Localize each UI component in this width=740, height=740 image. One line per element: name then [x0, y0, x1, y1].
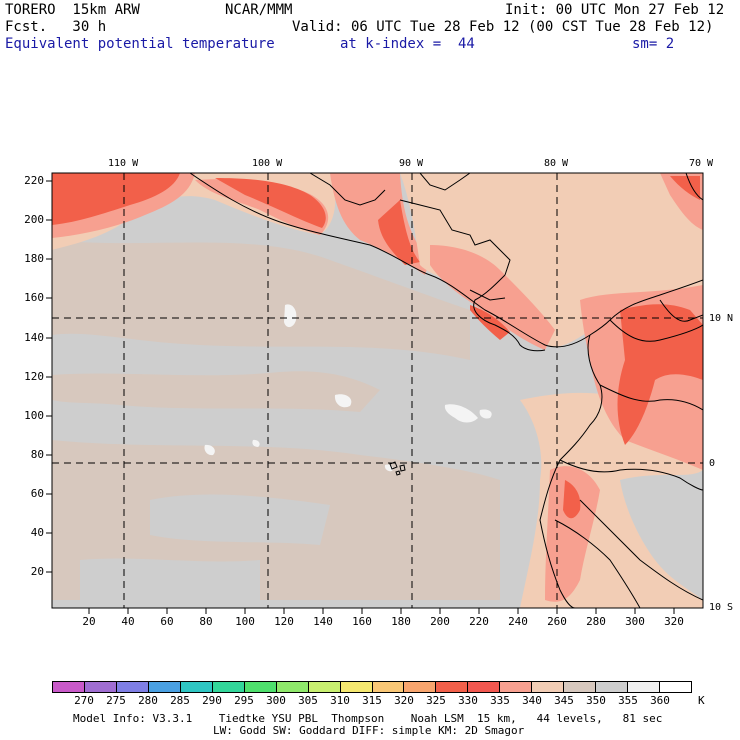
- colorbar-tick-label: 320: [394, 694, 414, 707]
- colorbar-unit: K: [698, 694, 705, 707]
- y-tick-label: 100: [24, 409, 44, 422]
- model-info: Model Info: V3.3.1 Tiedtke YSU PBL Thomp…: [73, 712, 663, 725]
- colorbar-swatch: [563, 682, 596, 692]
- y-tick-label: 80: [30, 448, 44, 461]
- colorbar-swatch: [595, 682, 628, 692]
- colorbar-tick-label: 295: [234, 694, 254, 707]
- x-tick-label: 200: [430, 615, 450, 628]
- lon-label-70w: 70 W: [689, 158, 714, 169]
- lat-lon-grid: [52, 173, 703, 608]
- colorbar-swatch: [211, 682, 244, 692]
- physics-info: LW: Godd SW: Goddard DIFF: simple KM: 2D…: [213, 724, 525, 737]
- x-tick-label: 240: [508, 615, 528, 628]
- lon-label-100w: 100 W: [252, 158, 283, 169]
- lon-label-90w: 90 W: [399, 158, 424, 169]
- theta-e-field: [52, 173, 703, 608]
- colorbar-swatch: [275, 682, 308, 692]
- lat-label-10s: 10 S: [709, 602, 734, 613]
- x-tick-label: 180: [391, 615, 411, 628]
- y-tick-label: 160: [24, 291, 44, 304]
- colorbar-swatch: [435, 682, 468, 692]
- colorbar-tick-label: 285: [170, 694, 190, 707]
- colorbar-swatch: [371, 682, 404, 692]
- x-tick-label: 100: [235, 615, 255, 628]
- colorbar-tick-label: 330: [458, 694, 478, 707]
- coastlines: [189, 173, 703, 608]
- x-tick-label: 120: [274, 615, 294, 628]
- colorbar-tick-label: 350: [586, 694, 606, 707]
- y-tick-label: 40: [30, 526, 44, 539]
- y-tick-label: 60: [30, 487, 44, 500]
- x-tick-label: 160: [352, 615, 372, 628]
- x-tick-label: 80: [199, 615, 213, 628]
- field-name: Equivalent potential temperature: [5, 36, 275, 52]
- colorbar-tick-label: 335: [490, 694, 510, 707]
- colorbar-tick-label: 270: [74, 694, 94, 707]
- lon-label-110w: 110 W: [108, 158, 139, 169]
- colorbar-swatch: [659, 682, 692, 692]
- colorbar-swatch: [243, 682, 276, 692]
- map-frame: [51, 172, 704, 609]
- lat-label-0: 0: [709, 458, 716, 469]
- colorbar-swatch: [627, 682, 660, 692]
- colorbar-tick-label: 310: [330, 694, 350, 707]
- colorbar-tick-label: 325: [426, 694, 446, 707]
- axis-ticks: [46, 180, 675, 614]
- y-tick-label: 180: [24, 252, 44, 265]
- colorbar-swatch: [53, 682, 84, 692]
- colorbar-swatch: [499, 682, 532, 692]
- colorbar-tick-label: 290: [202, 694, 222, 707]
- y-tick-label: 20: [30, 565, 44, 578]
- colorbar-swatch: [339, 682, 372, 692]
- colorbar-tick-label: 355: [618, 694, 638, 707]
- colorbar: [52, 681, 692, 693]
- colorbar-swatch: [147, 682, 180, 692]
- x-tick-label: 320: [664, 615, 684, 628]
- colorbar-swatch: [531, 682, 564, 692]
- colorbar-tick-label: 305: [298, 694, 318, 707]
- colorbar-tick-label: 280: [138, 694, 158, 707]
- colorbar-swatch: [115, 682, 148, 692]
- y-tick-label: 120: [24, 370, 44, 383]
- colorbar-tick-label: 315: [362, 694, 382, 707]
- y-tick-label: 140: [24, 331, 44, 344]
- colorbar-swatch: [403, 682, 436, 692]
- organization: NCAR/MMM: [225, 2, 293, 18]
- colorbar-tick-label: 360: [650, 694, 670, 707]
- init-time: Init: 00 UTC Mon 27 Feb 12: [505, 2, 725, 18]
- x-tick-label: 40: [121, 615, 135, 628]
- x-tick-label: 280: [586, 615, 606, 628]
- x-tick-label: 220: [469, 615, 489, 628]
- smoothing-info: sm= 2: [632, 36, 675, 52]
- colorbar-swatch: [179, 682, 212, 692]
- lon-label-80w: 80 W: [544, 158, 569, 169]
- lat-label-10n: 10 N: [709, 313, 734, 324]
- x-tick-label: 60: [160, 615, 174, 628]
- y-tick-label: 200: [24, 213, 44, 226]
- x-tick-label: 300: [625, 615, 645, 628]
- x-tick-label: 260: [547, 615, 567, 628]
- level-info: at k-index = 44: [340, 36, 475, 52]
- colorbar-swatch: [467, 682, 500, 692]
- colorbar-tick-label: 275: [106, 694, 126, 707]
- model-name: TORERO 15km ARW: [5, 2, 140, 18]
- forecast-hour: Fcst. 30 h: [5, 19, 107, 35]
- colorbar-tick-label: 340: [522, 694, 542, 707]
- colorbar-swatch: [307, 682, 340, 692]
- x-tick-label: 20: [82, 615, 96, 628]
- colorbar-tick-label: 300: [266, 694, 286, 707]
- colorbar-swatch: [83, 682, 116, 692]
- x-tick-label: 140: [313, 615, 333, 628]
- valid-time: Valid: 06 UTC Tue 28 Feb 12 (00 CST Tue …: [292, 19, 714, 35]
- colorbar-tick-label: 345: [554, 694, 574, 707]
- y-tick-label: 220: [24, 174, 44, 187]
